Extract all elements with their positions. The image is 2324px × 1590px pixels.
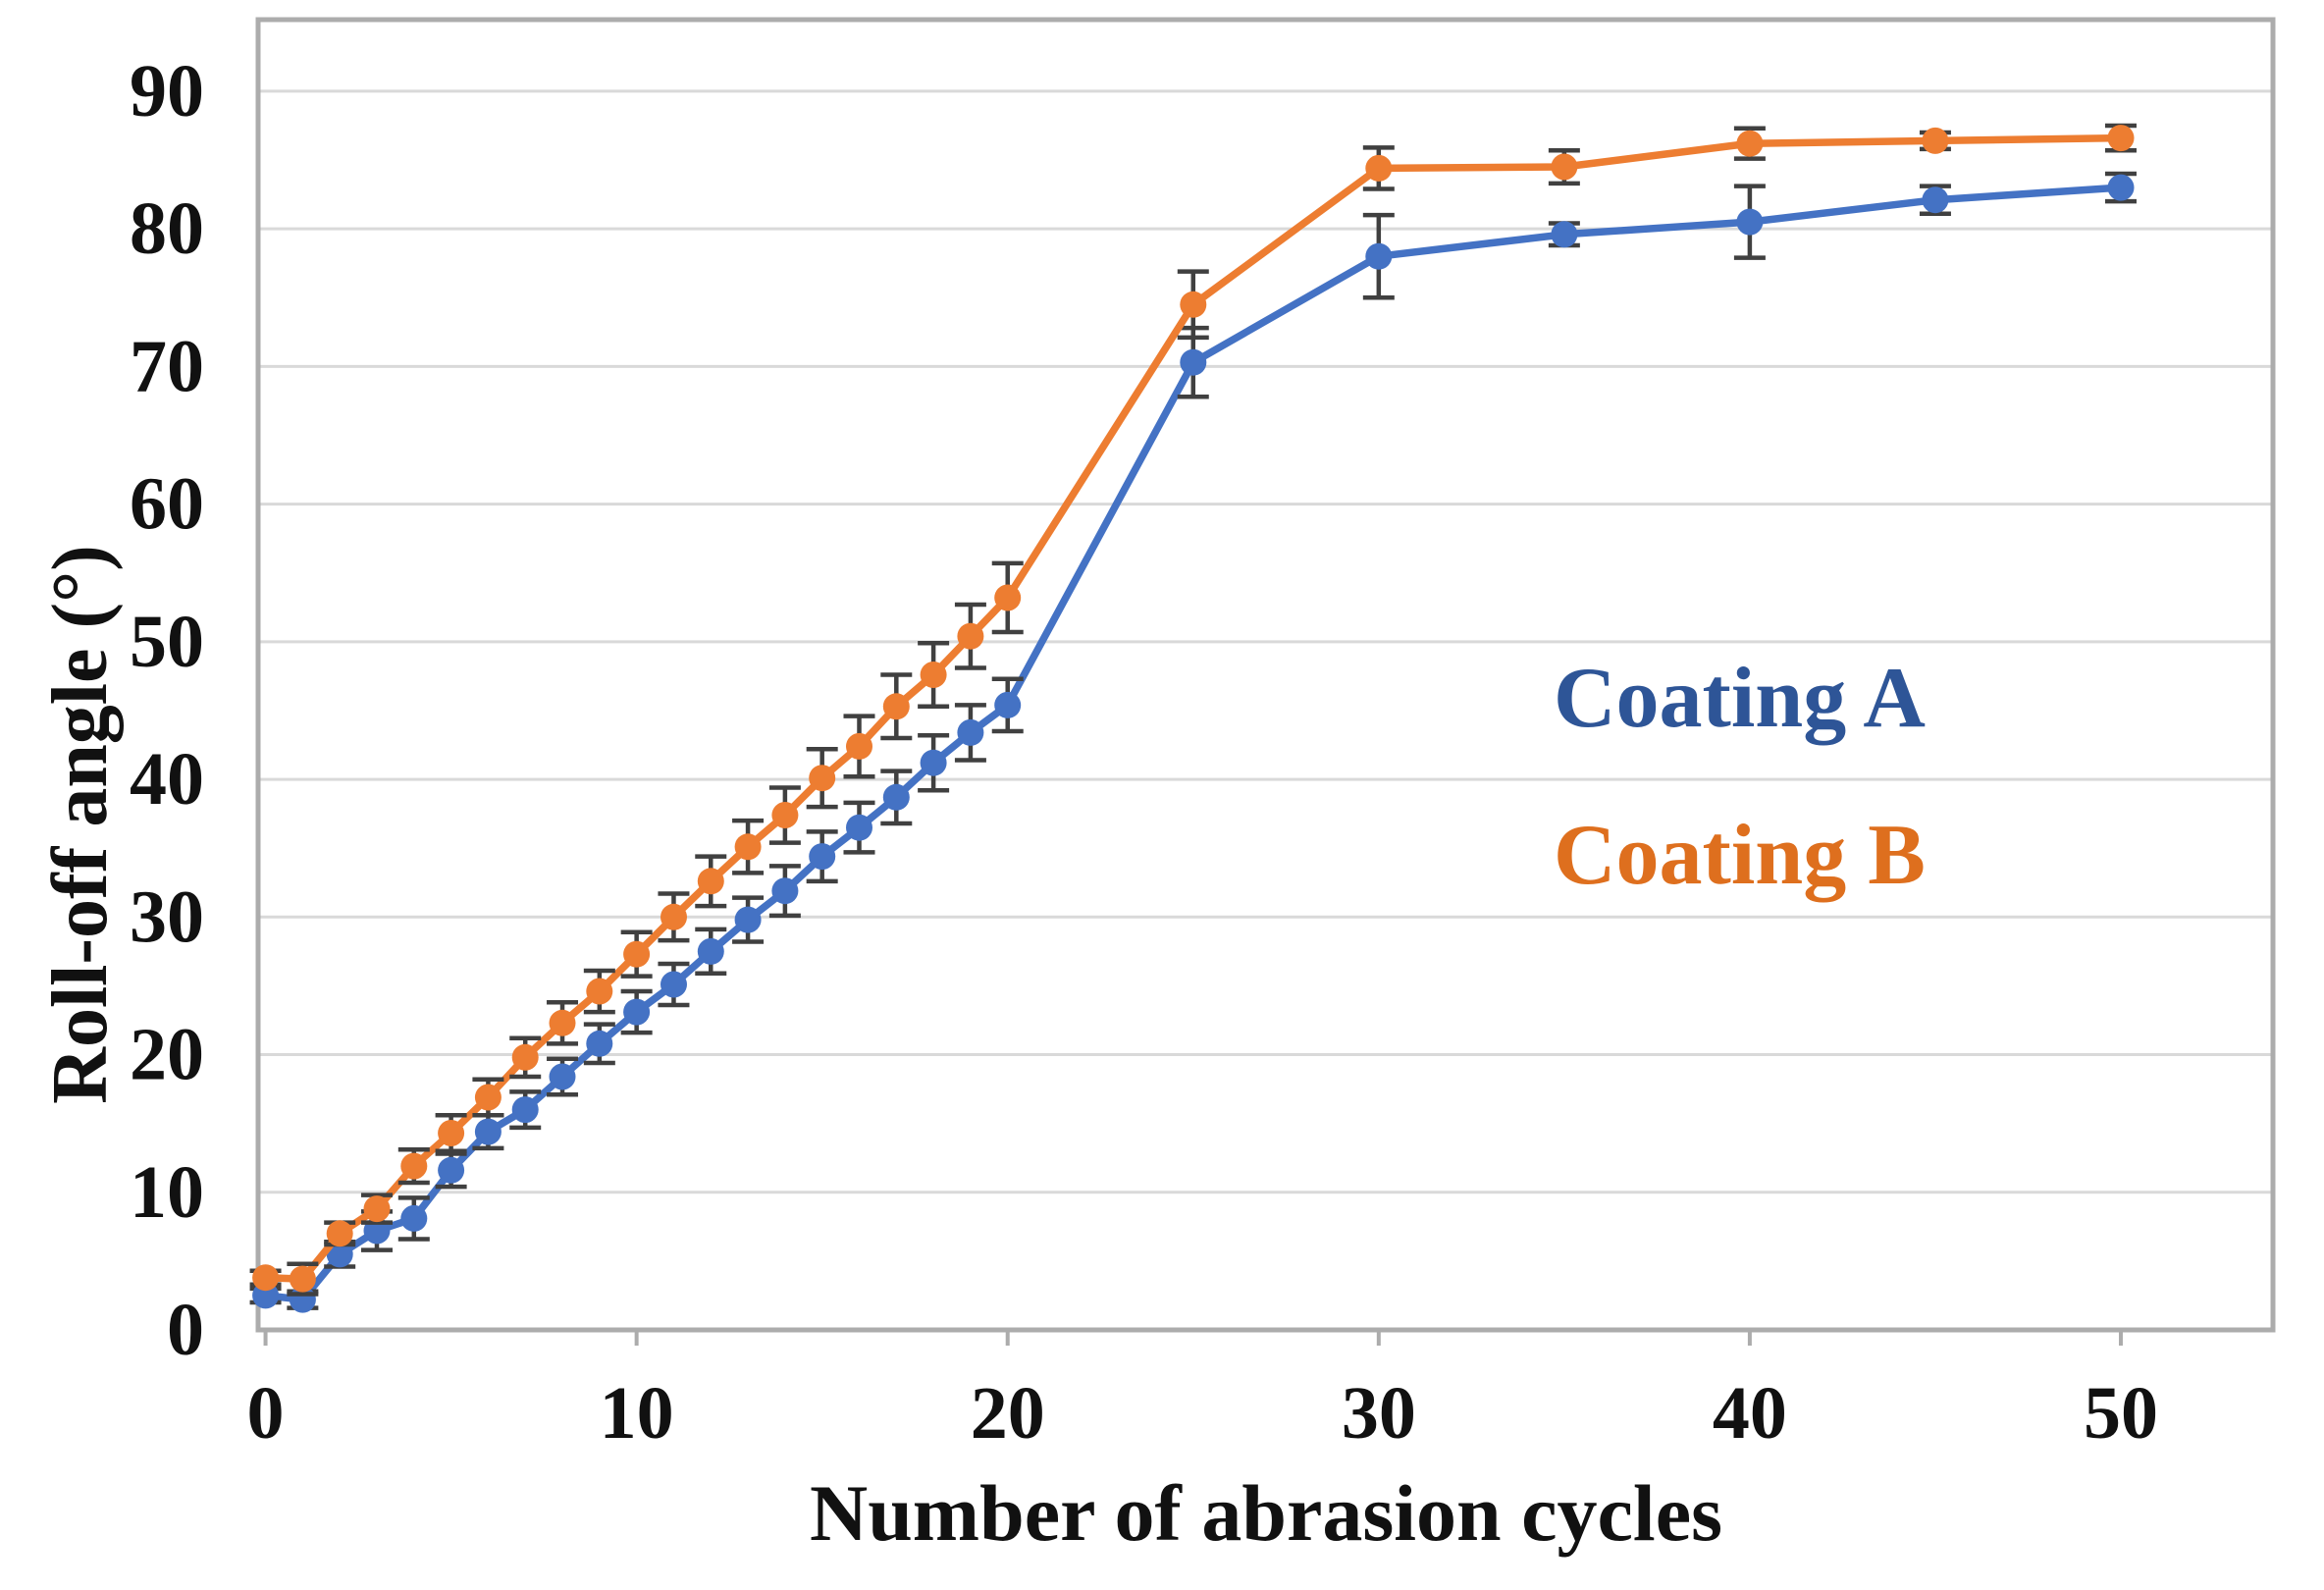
- data-point-coating-b: [438, 1120, 465, 1146]
- data-point-coating-b: [809, 765, 836, 792]
- data-point-coating-b: [511, 1043, 539, 1071]
- data-point-coating-b: [882, 693, 910, 720]
- data-point-coating-b: [1551, 153, 1578, 181]
- data-point-coating-a: [660, 971, 687, 998]
- data-point-coating-b: [1365, 154, 1393, 182]
- data-point-coating-a: [549, 1063, 576, 1090]
- y-tick-label: 0: [167, 1289, 204, 1371]
- data-point-coating-a: [1922, 186, 1949, 214]
- y-tick-label: 10: [130, 1151, 204, 1234]
- data-point-coating-b: [660, 903, 687, 930]
- data-point-coating-a: [734, 906, 762, 933]
- y-tick-label: 30: [130, 875, 204, 958]
- data-point-coating-a: [920, 749, 947, 776]
- data-point-coating-a: [2107, 174, 2135, 201]
- y-axis-title: Roll-off angle (°): [37, 545, 124, 1104]
- plot-border: [255, 17, 2276, 1333]
- x-tick-label: 10: [600, 1372, 674, 1455]
- data-point-coating-b: [586, 978, 613, 1005]
- data-point-coating-a: [1365, 242, 1393, 270]
- data-point-coating-a: [1180, 348, 1207, 376]
- data-point-coating-a: [697, 937, 724, 965]
- x-tick-label: 30: [1342, 1372, 1416, 1455]
- data-point-coating-b: [252, 1264, 280, 1292]
- data-point-coating-b: [697, 868, 724, 895]
- y-tick-label: 60: [130, 463, 204, 546]
- data-point-coating-b: [920, 662, 947, 688]
- data-point-coating-a: [400, 1204, 428, 1232]
- y-tick-label: 90: [130, 50, 204, 132]
- data-point-coating-b: [1922, 127, 1949, 154]
- y-tick-label: 70: [130, 325, 204, 407]
- data-point-coating-b: [474, 1084, 502, 1111]
- data-point-coating-a: [1736, 208, 1764, 236]
- data-point-coating-b: [326, 1220, 353, 1247]
- data-point-coating-a: [623, 998, 651, 1026]
- y-tick-label: 50: [130, 601, 204, 683]
- data-point-coating-a: [882, 783, 910, 811]
- data-point-coating-a: [771, 877, 799, 905]
- data-point-coating-b: [1180, 291, 1207, 318]
- x-axis-title: Number of abrasion cycles: [809, 1468, 1723, 1558]
- data-point-coating-b: [771, 802, 799, 828]
- data-point-coating-a: [809, 843, 836, 871]
- data-point-coating-b: [1736, 130, 1764, 157]
- data-point-coating-b: [623, 940, 651, 968]
- data-point-coating-b: [734, 833, 762, 861]
- y-tick-label: 40: [130, 738, 204, 821]
- data-point-coating-a: [438, 1156, 465, 1184]
- data-point-coating-b: [400, 1152, 428, 1180]
- data-point-coating-b: [994, 584, 1022, 611]
- data-point-coating-a: [474, 1118, 502, 1145]
- data-point-coating-a: [846, 814, 872, 841]
- data-point-coating-b: [846, 732, 872, 760]
- data-point-coating-a: [994, 691, 1022, 718]
- y-tick-label: 20: [130, 1014, 204, 1096]
- data-point-coating-a: [326, 1241, 353, 1268]
- data-point-coating-a: [586, 1030, 613, 1057]
- x-tick-label: 50: [2084, 1372, 2158, 1455]
- legend-item-coating-a: Coating A: [1554, 651, 1926, 746]
- data-point-coating-b: [363, 1195, 391, 1223]
- data-point-coating-a: [957, 718, 984, 746]
- data-point-coating-a: [511, 1096, 539, 1124]
- data-point-coating-b: [957, 622, 984, 650]
- y-tick-label: 80: [130, 187, 204, 270]
- data-point-coating-b: [2107, 125, 2135, 152]
- data-point-coating-a: [1551, 221, 1578, 248]
- x-tick-label: 20: [971, 1372, 1045, 1455]
- data-point-coating-b: [289, 1265, 316, 1293]
- data-point-coating-b: [549, 1009, 576, 1036]
- x-tick-label: 40: [1713, 1372, 1787, 1455]
- legend-item-coating-b: Coating B: [1554, 808, 1926, 903]
- x-tick-label: 0: [247, 1372, 285, 1455]
